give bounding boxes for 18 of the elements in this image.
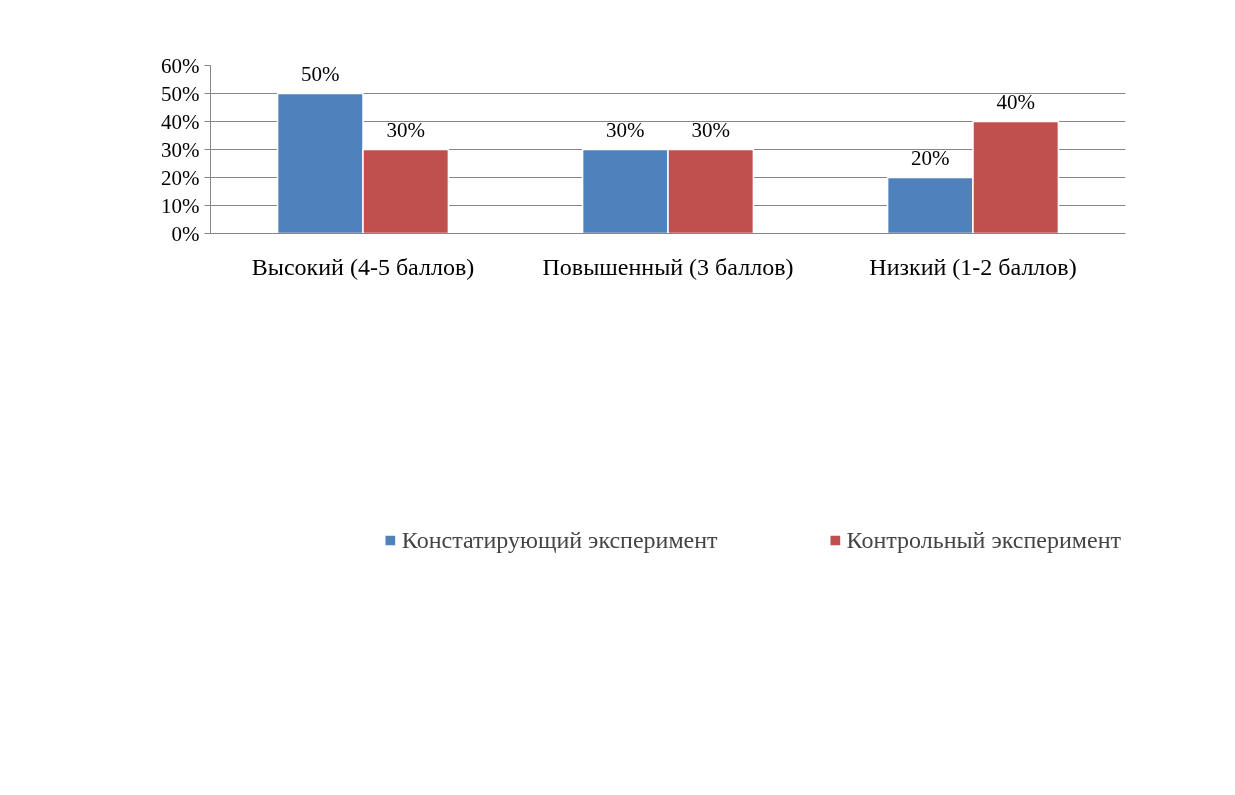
x-tick-label: Высокий (4-5 баллов) xyxy=(251,253,475,280)
y-tick-label: 40% xyxy=(161,109,200,134)
y-tick-label: 0% xyxy=(171,221,200,246)
data-label: 30% xyxy=(691,117,730,142)
y-tick-label: 60% xyxy=(161,53,200,78)
data-label: 50% xyxy=(301,61,340,86)
y-tick-label: 30% xyxy=(161,137,200,162)
data-label: 30% xyxy=(386,117,425,142)
y-tick-label: 10% xyxy=(161,193,200,218)
y-tick-label: 50% xyxy=(161,81,200,106)
data-label: 30% xyxy=(606,117,645,142)
legend-label: Контрольный эксперимент xyxy=(846,526,1121,554)
data-label: 40% xyxy=(996,89,1035,114)
legend-label: Констатирующий эксперимент xyxy=(401,526,718,554)
x-tick-label: Низкий (1-2 баллов) xyxy=(869,253,1077,280)
x-tick-label: Повышенный (3 баллов) xyxy=(542,253,794,280)
data-label: 20% xyxy=(911,145,950,170)
y-tick-label: 20% xyxy=(161,165,200,190)
